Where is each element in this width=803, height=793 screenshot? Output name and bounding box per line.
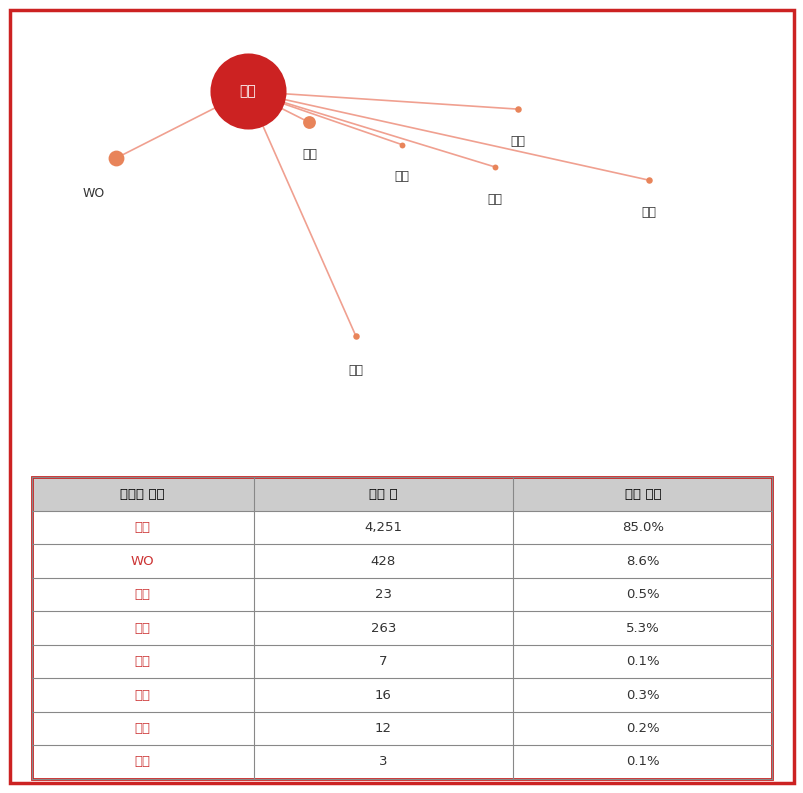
Text: 7: 7 [379, 655, 387, 668]
Text: 3: 3 [379, 756, 387, 768]
Text: 영국: 영국 [134, 756, 150, 768]
Text: 중국: 중국 [134, 588, 150, 601]
Text: 0.5%: 0.5% [626, 588, 658, 601]
FancyBboxPatch shape [512, 645, 772, 678]
FancyBboxPatch shape [254, 477, 512, 511]
Text: 428: 428 [370, 554, 396, 568]
Text: 유럽: 유럽 [348, 365, 363, 377]
Text: 0.3%: 0.3% [626, 688, 658, 702]
FancyBboxPatch shape [31, 712, 254, 745]
Point [395, 138, 408, 151]
Text: 중국: 중국 [641, 206, 656, 219]
FancyBboxPatch shape [512, 578, 772, 611]
FancyBboxPatch shape [31, 578, 254, 611]
FancyBboxPatch shape [512, 712, 772, 745]
FancyBboxPatch shape [512, 745, 772, 779]
FancyBboxPatch shape [31, 745, 254, 779]
Text: 일본: 일본 [239, 84, 255, 98]
Point [349, 329, 361, 342]
Point [241, 85, 254, 98]
Text: 5.3%: 5.3% [626, 622, 659, 634]
FancyBboxPatch shape [31, 511, 254, 544]
Text: 한국: 한국 [510, 135, 524, 147]
FancyBboxPatch shape [31, 645, 254, 678]
FancyBboxPatch shape [512, 544, 772, 578]
FancyBboxPatch shape [31, 611, 254, 645]
Text: 12: 12 [374, 722, 392, 735]
Text: 인용 비율: 인용 비율 [624, 488, 660, 500]
Point [642, 174, 654, 186]
Text: 영국: 영국 [394, 170, 409, 183]
Text: 한국: 한국 [134, 722, 150, 735]
FancyBboxPatch shape [512, 678, 772, 712]
FancyBboxPatch shape [512, 477, 772, 511]
Text: WO: WO [131, 554, 154, 568]
Text: 23: 23 [374, 588, 392, 601]
Text: 0.1%: 0.1% [626, 655, 658, 668]
Point [110, 151, 123, 164]
FancyBboxPatch shape [254, 611, 512, 645]
Text: 독일: 독일 [487, 193, 502, 205]
Text: 0.2%: 0.2% [626, 722, 658, 735]
Text: 263: 263 [370, 622, 396, 634]
Point [303, 116, 316, 128]
FancyBboxPatch shape [31, 544, 254, 578]
FancyBboxPatch shape [254, 511, 512, 544]
Text: WO: WO [82, 187, 104, 200]
Text: 유럽: 유럽 [134, 688, 150, 702]
Text: 인용 수: 인용 수 [369, 488, 397, 500]
FancyBboxPatch shape [254, 712, 512, 745]
FancyBboxPatch shape [512, 611, 772, 645]
Text: 8.6%: 8.6% [626, 554, 658, 568]
Text: 4,251: 4,251 [364, 521, 402, 534]
FancyBboxPatch shape [254, 745, 512, 779]
Text: 85.0%: 85.0% [621, 521, 663, 534]
FancyBboxPatch shape [254, 578, 512, 611]
Point [487, 160, 500, 173]
FancyBboxPatch shape [31, 477, 254, 511]
FancyBboxPatch shape [254, 678, 512, 712]
Text: 16: 16 [374, 688, 391, 702]
FancyBboxPatch shape [512, 511, 772, 544]
Point [511, 103, 524, 116]
Text: 피인용 국가: 피인용 국가 [120, 488, 165, 500]
FancyBboxPatch shape [254, 544, 512, 578]
Text: 0.1%: 0.1% [626, 756, 658, 768]
Text: 미국: 미국 [134, 622, 150, 634]
Text: 일본: 일본 [134, 521, 150, 534]
Text: 독일: 독일 [134, 655, 150, 668]
FancyBboxPatch shape [31, 678, 254, 712]
FancyBboxPatch shape [254, 645, 512, 678]
Text: 미국: 미국 [301, 148, 316, 161]
